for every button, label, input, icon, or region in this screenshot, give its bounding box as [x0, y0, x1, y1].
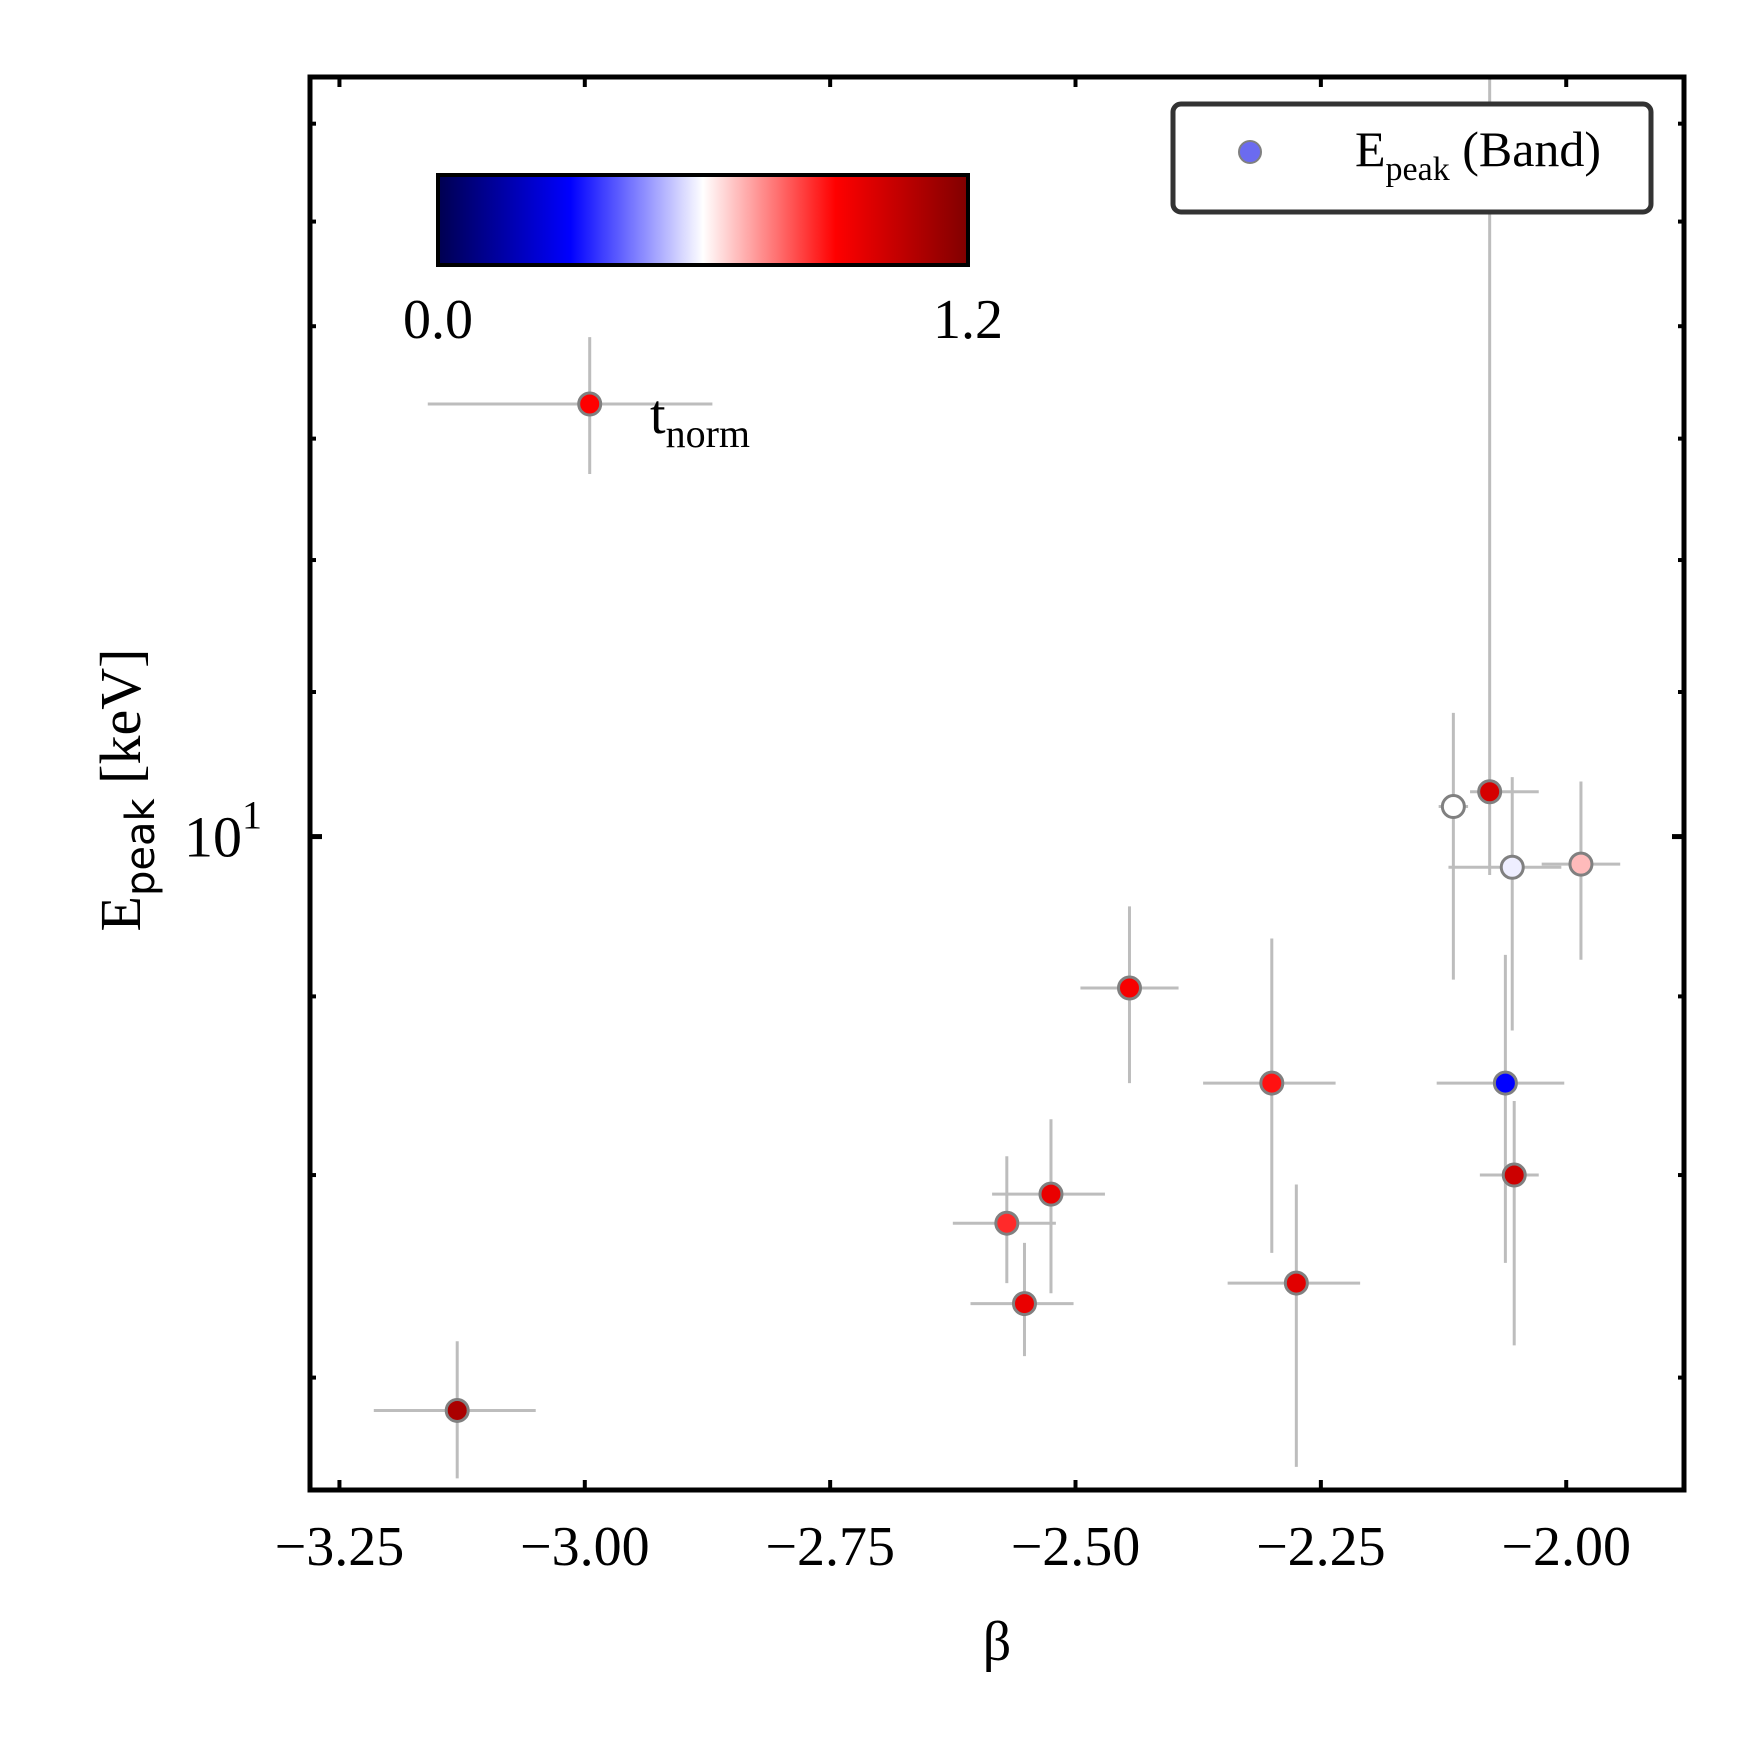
colorbar-label-sub: norm	[666, 411, 750, 456]
data-point-1	[444, 1397, 470, 1423]
legend-box	[1170, 101, 1654, 215]
data-point-10	[1477, 779, 1503, 805]
colorbar: 0.0 1.2 tnorm	[403, 173, 1003, 456]
x-tick-label: −2.00	[1501, 1516, 1631, 1578]
data-point-7	[1259, 1070, 1285, 1096]
data-point-13	[1501, 1162, 1527, 1188]
legend: Epeak (Band)	[1170, 101, 1654, 215]
data-point-14	[1568, 851, 1594, 877]
y-tick-label: 101	[184, 793, 262, 870]
legend-label: Epeak (Band)	[1355, 121, 1601, 188]
data-point-4	[1011, 1291, 1037, 1317]
data-point-11	[1492, 1070, 1518, 1096]
legend-label-main: E	[1355, 121, 1386, 177]
data-point-3	[994, 1210, 1020, 1236]
y-axis-label: Epeak [keV]	[88, 649, 164, 932]
colorbar-min-label: 0.0	[403, 289, 473, 351]
y-axis-label-main: E	[88, 896, 153, 931]
legend-label-rest: (Band)	[1450, 121, 1601, 177]
colorbar-label-main: t	[650, 384, 666, 446]
x-tick-label: −2.50	[1011, 1516, 1141, 1578]
legend-label-sub: peak	[1386, 151, 1450, 188]
data-point-12	[1499, 854, 1525, 880]
point-group	[444, 391, 1594, 1423]
y-axis-ticks: 101	[184, 121, 1684, 1380]
x-tick-label: −2.25	[1256, 1516, 1386, 1578]
data-point-5	[1038, 1181, 1064, 1207]
x-axis-label: β	[983, 1611, 1012, 1673]
y-axis-label-sub: peak	[118, 797, 164, 896]
data-point-9	[1440, 794, 1466, 820]
y-axis-label-unit: [keV]	[88, 649, 153, 799]
colorbar-label: tnorm	[650, 384, 750, 456]
legend-marker	[1238, 140, 1262, 164]
colorbar-gradient	[436, 173, 970, 267]
x-tick-label: −2.75	[765, 1516, 895, 1578]
data-point-8	[1283, 1270, 1309, 1296]
data-point-6	[1116, 975, 1142, 1001]
x-tick-label: −3.25	[275, 1516, 405, 1578]
colorbar-max-label: 1.2	[933, 289, 1003, 351]
data-point-2	[577, 391, 603, 417]
plot-frame	[307, 74, 1687, 1493]
x-axis-ticks: −3.25 −3.00 −2.75 −2.50 −2.25 −2.00	[275, 77, 1631, 1578]
x-tick-label: −3.00	[520, 1516, 650, 1578]
